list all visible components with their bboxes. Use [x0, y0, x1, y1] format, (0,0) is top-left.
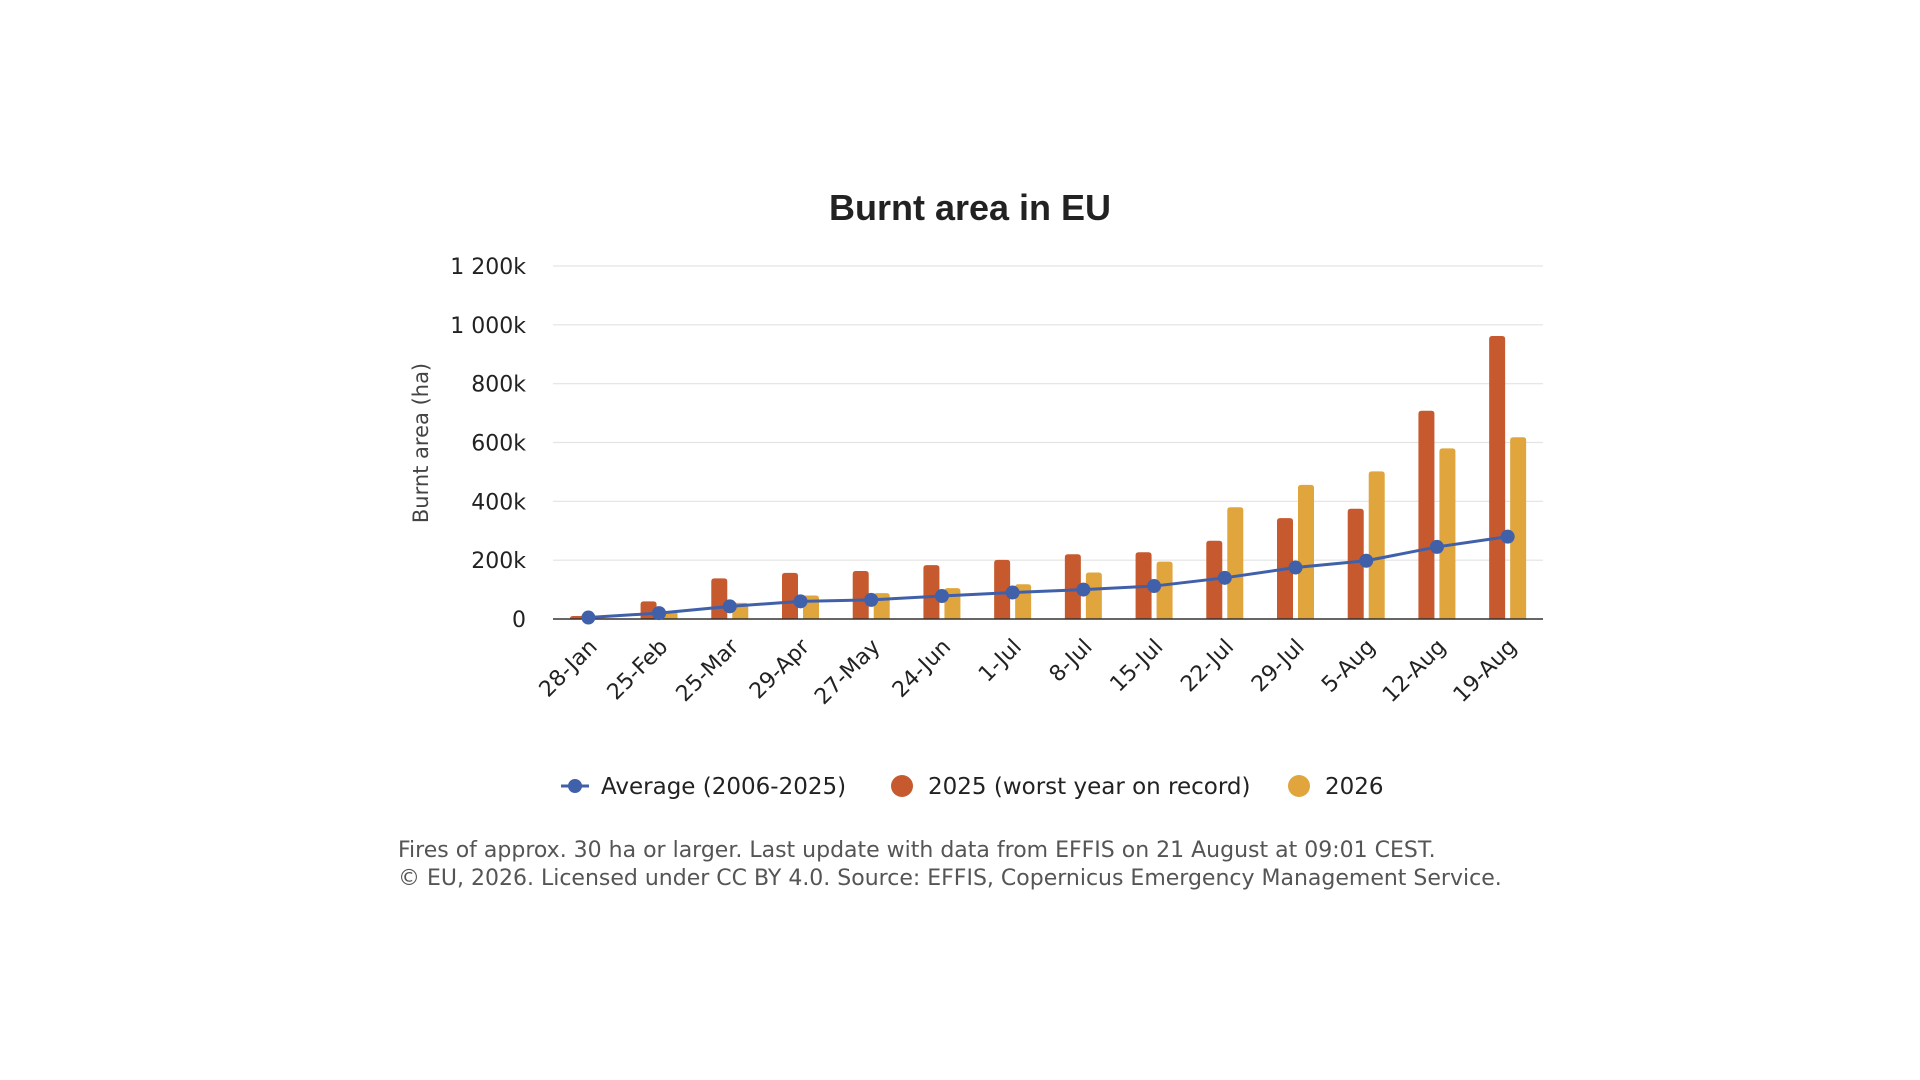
footnote-license: © EU, 2026. Licensed under CC BY 4.0. So… — [398, 866, 1502, 891]
average-point — [652, 606, 667, 621]
average-point — [1076, 582, 1091, 597]
x-tick-label: 1-Jul — [974, 635, 1027, 688]
x-tick-label: 24-Jun — [888, 635, 956, 703]
legend: Average (2006-2025) 2025 (worst year on r… — [561, 774, 1384, 800]
y-tick-label: 1 000k — [450, 314, 526, 339]
average-point — [934, 589, 949, 604]
average-point — [722, 599, 737, 614]
average-point — [1500, 529, 1515, 544]
x-tick-label: 19-Aug — [1449, 635, 1522, 708]
gridlines — [553, 265, 1543, 561]
x-tick-label: 5-Aug — [1317, 635, 1380, 698]
y-tick-label: 0 — [512, 608, 526, 633]
x-tick-label: 25-Mar — [672, 634, 745, 707]
bars — [569, 336, 1527, 622]
y-axis-ticks: 0 200k 400k 600k 800k 1 000k 1 200k — [450, 255, 526, 633]
legend-point-marker — [568, 779, 582, 793]
average-point — [1005, 585, 1020, 600]
bar-2026 — [1227, 507, 1244, 619]
bar-2026 — [1085, 572, 1102, 619]
y-tick-label: 400k — [471, 490, 526, 515]
bar-2025 — [1418, 410, 1435, 619]
footnote-conditions: Fires of approx. 30 ha or larger. Last u… — [398, 838, 1436, 863]
x-tick-label: 27-May — [810, 635, 885, 710]
chart-title: Burnt area in EU — [829, 187, 1111, 228]
y-axis-label: Burnt area (ha) — [409, 363, 433, 523]
bar-2025 — [711, 578, 728, 619]
x-tick-label: 15-Jul — [1106, 635, 1169, 698]
bar-2025 — [1489, 336, 1506, 619]
bar-2026 — [1510, 437, 1527, 619]
average-line — [581, 529, 1515, 625]
legend-item-average: Average (2006-2025) — [561, 774, 846, 800]
x-tick-label: 25-Feb — [603, 635, 674, 706]
y-tick-label: 800k — [471, 373, 526, 398]
bar-2025 — [1064, 554, 1081, 619]
bar-2025 — [994, 559, 1011, 619]
bar-2025 — [782, 572, 798, 619]
legend-dot-2026 — [1288, 775, 1310, 797]
bar-2026 — [1439, 448, 1456, 619]
x-tick-label: 28-Jan — [535, 635, 603, 703]
bar-2026 — [1298, 484, 1314, 619]
legend-label-2025: 2025 (worst year on record) — [928, 774, 1251, 800]
average-point — [1217, 570, 1232, 585]
y-tick-label: 1 200k — [450, 255, 526, 280]
average-point — [864, 592, 879, 607]
bar-2026 — [1156, 561, 1173, 619]
bar-2025 — [852, 571, 869, 619]
y-tick-label: 200k — [471, 549, 526, 574]
legend-label-2026: 2026 — [1325, 774, 1384, 800]
bar-2026 — [1368, 471, 1385, 619]
average-point — [1147, 579, 1162, 594]
bar-2025 — [923, 565, 940, 619]
x-tick-label: 29-Apr — [745, 634, 815, 704]
x-tick-label: 12-Aug — [1378, 635, 1451, 708]
x-tick-label: 22-Jul — [1176, 635, 1239, 698]
y-tick-label: 600k — [471, 432, 526, 457]
legend-item-2026: 2026 — [1288, 774, 1384, 800]
average-point — [581, 610, 596, 625]
average-point — [793, 594, 808, 609]
bar-2025 — [1347, 508, 1364, 619]
legend-item-2025: 2025 (worst year on record) — [891, 774, 1251, 800]
average-point — [1429, 539, 1444, 554]
legend-dot-2025 — [891, 775, 913, 797]
x-tick-label: 8-Jul — [1045, 635, 1098, 688]
average-point — [1359, 553, 1374, 568]
x-tick-label: 29-Jul — [1247, 635, 1310, 698]
legend-label-average: Average (2006-2025) — [601, 774, 846, 800]
average-point — [1288, 560, 1303, 575]
average-series-line — [588, 535, 1508, 620]
